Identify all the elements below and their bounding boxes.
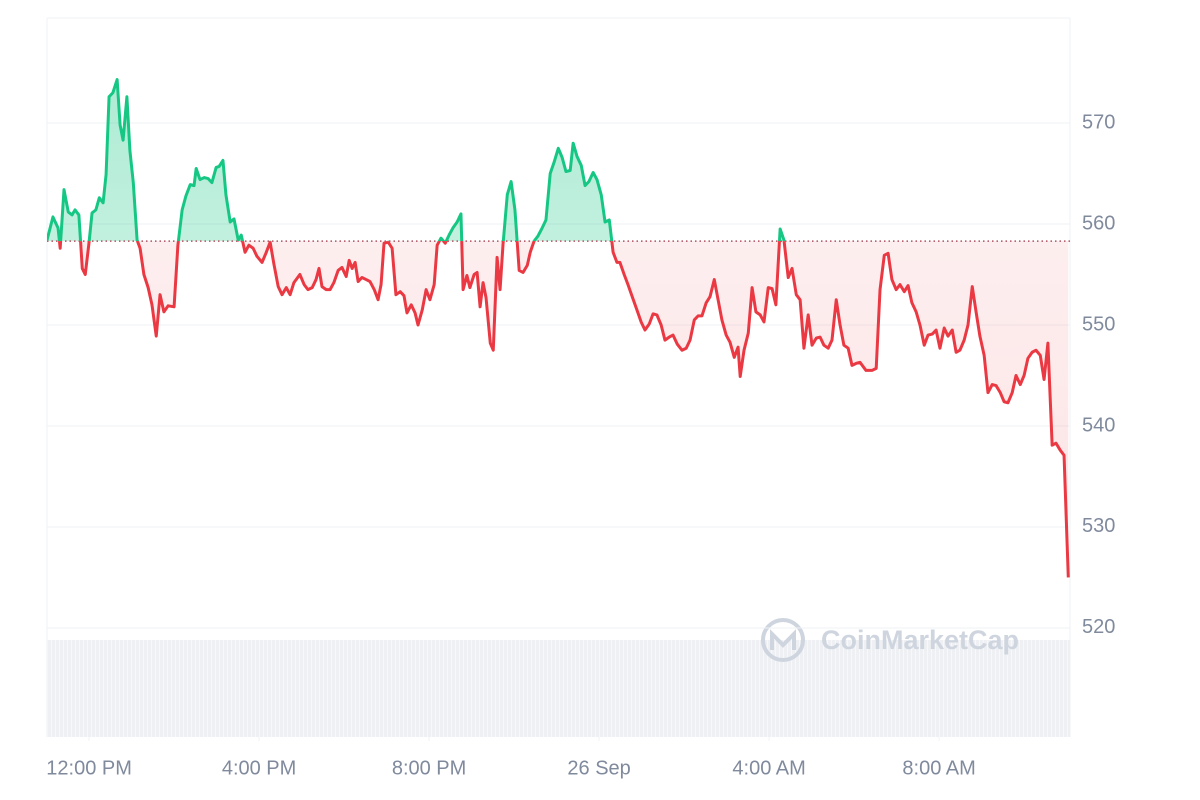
y-tick-label: 540 <box>1082 414 1115 436</box>
price-line-up <box>47 78 786 242</box>
price-line-down <box>57 241 1070 578</box>
area-up <box>47 79 785 242</box>
watermark-logo-mark <box>770 629 796 650</box>
x-tick-label: 8:00 AM <box>902 757 975 779</box>
watermark-logo <box>761 618 805 662</box>
area-down <box>47 241 1069 578</box>
watermark: CoinMarketCap <box>761 618 1019 662</box>
volume-band <box>47 640 1070 737</box>
watermark-text: CoinMarketCap <box>821 625 1019 655</box>
y-tick-label: 520 <box>1082 616 1115 638</box>
x-tick-label: 26 Sep <box>567 757 630 779</box>
y-tick-label: 560 <box>1082 212 1115 234</box>
x-tick-label: 8:00 PM <box>392 757 466 779</box>
x-tick-label: 12:00 PM <box>46 757 132 779</box>
x-tick-label: 4:00 PM <box>222 757 296 779</box>
y-tick-label: 550 <box>1082 313 1115 335</box>
y-tick-label: 570 <box>1082 111 1115 133</box>
y-tick-label: 530 <box>1082 515 1115 537</box>
x-tick-label: 4:00 AM <box>732 757 805 779</box>
